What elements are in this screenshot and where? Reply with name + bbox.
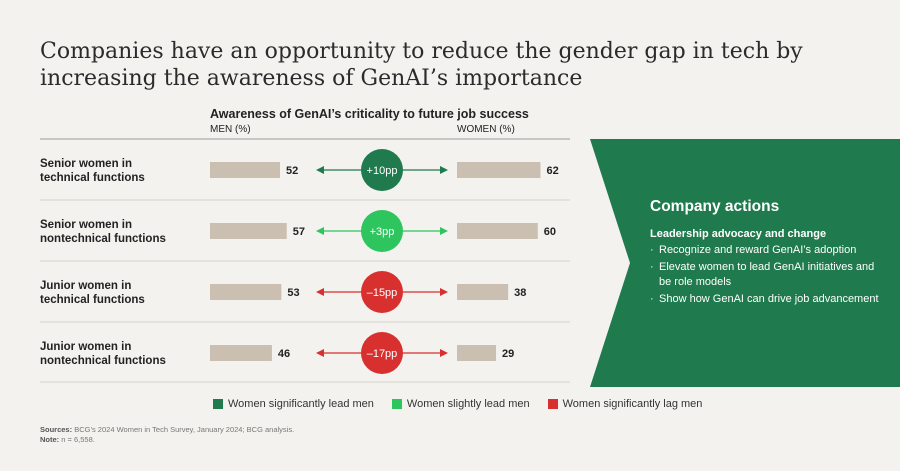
men-bar: [210, 284, 282, 300]
panel-title: Company actions: [650, 198, 780, 215]
women-bar: [457, 162, 541, 178]
women-column-header: WOMEN (%): [457, 124, 515, 135]
men-value-label: 52: [286, 165, 298, 177]
legend: Women significantly lead men Women sligh…: [213, 398, 702, 410]
gap-value-label: +3pp: [370, 226, 395, 238]
row-label-junior-nontechnical: Junior women in nontechnical functions: [40, 341, 166, 367]
women-bar: [457, 284, 509, 300]
women-value-label: 38: [514, 287, 526, 299]
gap-circle: [361, 210, 403, 252]
gap-arrowhead-right: [440, 288, 448, 296]
men-value-label: 57: [293, 226, 305, 238]
company-actions-content: Company actions Leadership advocacy and …: [650, 198, 880, 309]
gap-value-label: +10pp: [367, 165, 398, 177]
gap-circle: [361, 332, 403, 374]
women-value-label: 62: [546, 165, 558, 177]
source-note: Sources: BCG’s 2024 Women in Tech Survey…: [40, 425, 295, 444]
row-label-junior-technical: Junior women in technical functions: [40, 280, 145, 306]
gap-value-label: –17pp: [367, 348, 398, 360]
gap-arrowhead-right: [440, 166, 448, 174]
men-value-label: 46: [278, 348, 290, 360]
panel-action-list: Recognize and reward GenAI’s adoption El…: [650, 243, 880, 307]
panel-action-item: Show how GenAI can drive job advancement: [650, 292, 880, 307]
men-value-label: 53: [287, 287, 299, 299]
women-bar: [457, 345, 497, 361]
men-column-header: MEN (%): [210, 124, 251, 135]
legend-swatch-lead: [213, 399, 223, 409]
gap-arrowhead-left: [316, 227, 324, 235]
gap-arrowhead-left: [316, 349, 324, 357]
legend-item-lead: Women significantly lead men: [213, 398, 374, 410]
row-label-senior-technical: Senior women in technical functions: [40, 158, 145, 184]
panel-action-item: Recognize and reward GenAI’s adoption: [650, 243, 880, 258]
men-bar: [210, 223, 287, 239]
legend-item-lag: Women significantly lag men: [547, 398, 702, 410]
gap-circle: [361, 271, 403, 313]
gap-arrowhead-right: [440, 349, 448, 357]
men-bar: [210, 345, 272, 361]
gap-value-label: –15pp: [367, 287, 398, 299]
women-value-label: 29: [502, 348, 514, 360]
panel-subtitle: Leadership advocacy and change: [650, 228, 827, 240]
legend-item-slight: Women slightly lead men: [391, 398, 530, 410]
men-bar: [210, 162, 280, 178]
gap-arrowhead-right: [440, 227, 448, 235]
legend-swatch-slight: [391, 399, 402, 409]
women-value-label: 60: [544, 226, 556, 238]
gap-arrowhead-left: [316, 288, 324, 296]
panel-action-item: Elevate women to lead GenAI initiatives …: [650, 260, 880, 290]
chart-subtitle: Awareness of GenAI’s criticality to futu…: [210, 107, 529, 121]
row-label-senior-nontechnical: Senior women in nontechnical functions: [40, 219, 166, 245]
women-bar: [457, 223, 538, 239]
legend-swatch-lag: [547, 399, 558, 409]
page-title: Companies have an opportunity to reduce …: [40, 39, 803, 91]
gap-arrowhead-left: [316, 166, 324, 174]
gap-circle: [361, 149, 403, 191]
